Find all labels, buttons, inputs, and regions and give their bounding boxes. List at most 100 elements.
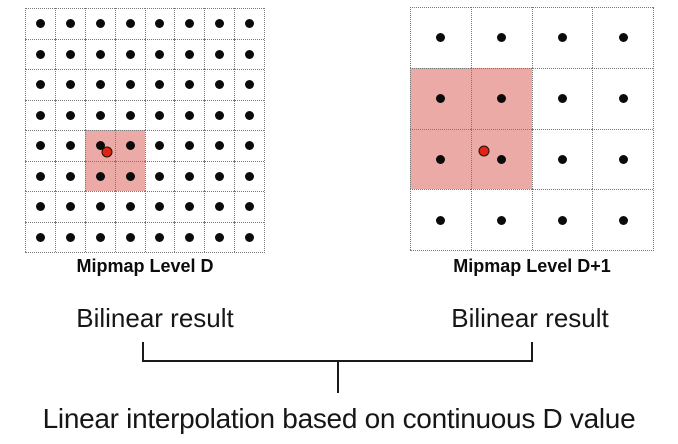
mipmap-level-d-label: Mipmap Level D (76, 256, 214, 276)
texel-dot (65, 171, 75, 181)
texel-dot (155, 141, 165, 151)
texel-cell (234, 130, 264, 161)
texel-dot (95, 202, 105, 212)
texel-cell (174, 99, 205, 130)
texel-cell (114, 8, 145, 39)
texel-dot (497, 33, 507, 43)
texel-dot (125, 141, 135, 151)
texel-cell (25, 8, 55, 39)
texel-cell (234, 38, 264, 69)
texel-cell (174, 221, 205, 252)
texel-dot (95, 19, 105, 29)
texel-dot (35, 141, 45, 151)
mipmap-grid-level-d (25, 8, 265, 253)
texel-dot (185, 171, 195, 181)
texel-dot (155, 80, 165, 90)
texel-dot (185, 141, 195, 151)
texel-cell (470, 189, 532, 250)
texel-dot (215, 232, 225, 242)
texel-dot (125, 110, 135, 120)
texel-cell (470, 7, 532, 68)
texel-dot (155, 49, 165, 59)
texel-dot (436, 215, 446, 225)
texel-cell (25, 38, 55, 69)
texel-dot (65, 141, 75, 151)
texel-cell (234, 69, 264, 100)
texel-cell (114, 99, 145, 130)
texel-cell (84, 130, 115, 161)
texel-cell (54, 130, 85, 161)
texel-cell (410, 67, 471, 129)
texel-dot (125, 19, 135, 29)
texel-cell (25, 160, 55, 191)
texel-cell (174, 160, 205, 191)
texel-dot (65, 202, 75, 212)
texel-cell (114, 221, 145, 252)
texel-cell (144, 160, 175, 191)
texel-dot (245, 171, 255, 181)
texel-cell (114, 38, 145, 69)
texel-cell (234, 160, 264, 191)
texel-cell (84, 99, 115, 130)
texel-cell (410, 128, 471, 190)
texel-dot (125, 49, 135, 59)
texel-dot (245, 49, 255, 59)
texel-dot (35, 80, 45, 90)
texel-cell (114, 130, 145, 161)
texel-dot (557, 94, 567, 104)
texel-cell (204, 8, 235, 39)
texel-cell (25, 69, 55, 100)
texel-cell (144, 191, 175, 222)
linear-interpolation-caption: Linear interpolation based on continuous… (42, 403, 636, 434)
texel-cell (144, 8, 175, 39)
texel-dot (245, 110, 255, 120)
texel-cell (84, 8, 115, 39)
texel-dot (65, 80, 75, 90)
texel-cell (470, 67, 532, 129)
texel-cell (144, 221, 175, 252)
texel-dot (618, 33, 628, 43)
texel-cell (531, 7, 593, 68)
texel-dot (95, 141, 105, 151)
texel-dot (35, 202, 45, 212)
texel-dot (497, 215, 507, 225)
texel-cell (470, 128, 532, 190)
texel-dot (245, 202, 255, 212)
texel-cell (592, 189, 653, 250)
texel-dot (95, 232, 105, 242)
texel-dot (155, 19, 165, 29)
texel-dot (125, 80, 135, 90)
texel-cell (25, 99, 55, 130)
texel-dot (185, 19, 195, 29)
texel-cell (114, 160, 145, 191)
texel-dot (497, 154, 507, 164)
texel-cell (54, 221, 85, 252)
bilinear-result-caption-right: Bilinear result (451, 303, 609, 333)
texel-dot (35, 110, 45, 120)
texel-cell (531, 128, 593, 190)
texel-dot (95, 171, 105, 181)
texel-cell (54, 8, 85, 39)
texel-dot (185, 202, 195, 212)
texel-cell (234, 221, 264, 252)
texel-cell (54, 191, 85, 222)
texel-cell (25, 221, 55, 252)
texel-dot (618, 154, 628, 164)
texel-cell (84, 69, 115, 100)
texel-dot (185, 110, 195, 120)
texel-dot (35, 171, 45, 181)
texel-cell (592, 67, 653, 129)
texel-cell (204, 160, 235, 191)
texel-cell (592, 7, 653, 68)
sample-point-dot (101, 146, 113, 158)
texel-dot (155, 232, 165, 242)
texel-dot (65, 110, 75, 120)
texel-cell (114, 69, 145, 100)
texel-dot (215, 110, 225, 120)
texel-cell (25, 130, 55, 161)
texel-dot (95, 110, 105, 120)
texel-cell (204, 38, 235, 69)
texel-cell (410, 189, 471, 250)
texel-dot (215, 80, 225, 90)
